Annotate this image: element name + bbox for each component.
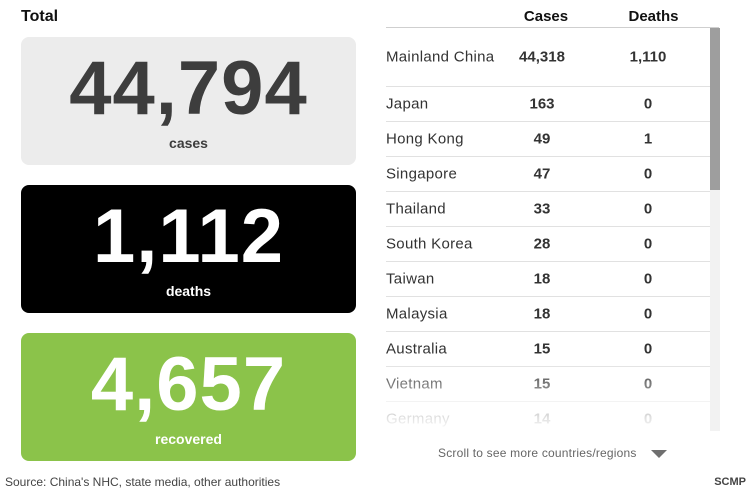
scroll-hint: Scroll to see more countries/regions: [438, 446, 637, 460]
table-row: Taiwan 18 0: [386, 262, 710, 297]
country-cases: 47: [533, 165, 551, 183]
country-deaths: 1,110: [629, 48, 667, 66]
country-cases: 44,318: [519, 48, 565, 66]
recovered-card: 4,657 recovered: [21, 333, 356, 461]
country-name: Hong Kong: [386, 130, 464, 148]
country-name: Australia: [386, 340, 448, 358]
deaths-column-header: Deaths: [628, 8, 679, 25]
country-cases: 15: [533, 375, 551, 393]
total-heading: Total: [21, 8, 59, 25]
country-name: Vietnam: [386, 375, 443, 393]
deaths-label: deaths: [165, 283, 212, 299]
cases-label: cases: [169, 135, 208, 151]
table-row: Malaysia 18 0: [386, 297, 710, 332]
country-deaths: 0: [643, 410, 653, 428]
chevron-down-icon[interactable]: [651, 450, 667, 458]
brand-logo: SCMP: [714, 476, 746, 488]
country-name: Singapore: [386, 165, 458, 183]
table-row: Japan 163 0: [386, 87, 710, 122]
country-deaths: 0: [643, 165, 653, 183]
country-name: Malaysia: [386, 305, 448, 323]
table-header: Cases Deaths: [386, 8, 719, 28]
country-cases: 33: [533, 200, 551, 218]
cases-card: 44,794 cases: [21, 37, 356, 165]
country-deaths: 0: [643, 305, 653, 323]
country-cases: 49: [533, 130, 551, 148]
country-cases: 28: [533, 235, 551, 253]
deaths-total: 1,112: [93, 194, 284, 279]
country-deaths: 0: [643, 95, 653, 113]
country-cases: 18: [533, 305, 551, 323]
scrollbar-track[interactable]: [710, 28, 720, 431]
cases-total: 44,794: [69, 46, 308, 131]
country-deaths: 0: [643, 200, 653, 218]
country-deaths: 0: [643, 235, 653, 253]
country-table[interactable]: Mainland China 44,318 1,110 Japan 163 0 …: [386, 28, 710, 431]
table-row: Germany 14 0: [386, 402, 710, 431]
country-name: South Korea: [386, 235, 473, 253]
country-deaths: 0: [643, 340, 653, 358]
recovered-label: recovered: [155, 431, 222, 447]
country-cases: 18: [533, 270, 551, 288]
table-row: Vietnam 15 0: [386, 367, 710, 402]
country-cases: 14: [533, 410, 551, 428]
recovered-total: 4,657: [90, 342, 287, 427]
table-row: South Korea 28 0: [386, 227, 710, 262]
table-row: Australia 15 0: [386, 332, 710, 367]
country-deaths: 0: [643, 375, 653, 393]
table-row: Mainland China 44,318 1,110: [386, 28, 710, 87]
country-cases: 163: [529, 95, 555, 113]
cases-column-header: Cases: [523, 8, 569, 25]
country-name: Mainland China: [386, 48, 495, 66]
table-row: Thailand 33 0: [386, 192, 710, 227]
country-name: Japan: [386, 95, 429, 113]
country-name: Thailand: [386, 200, 446, 218]
country-deaths: 0: [643, 270, 653, 288]
deaths-card: 1,112 deaths: [21, 185, 356, 313]
table-row: Singapore 47 0: [386, 157, 710, 192]
country-deaths: 1: [643, 130, 653, 148]
country-name: Germany: [386, 410, 450, 428]
table-row: Hong Kong 49 1: [386, 122, 710, 157]
source-note: Source: China's NHC, state media, other …: [5, 475, 281, 489]
scrollbar-thumb[interactable]: [710, 28, 720, 190]
country-name: Taiwan: [386, 270, 435, 288]
country-cases: 15: [533, 340, 551, 358]
